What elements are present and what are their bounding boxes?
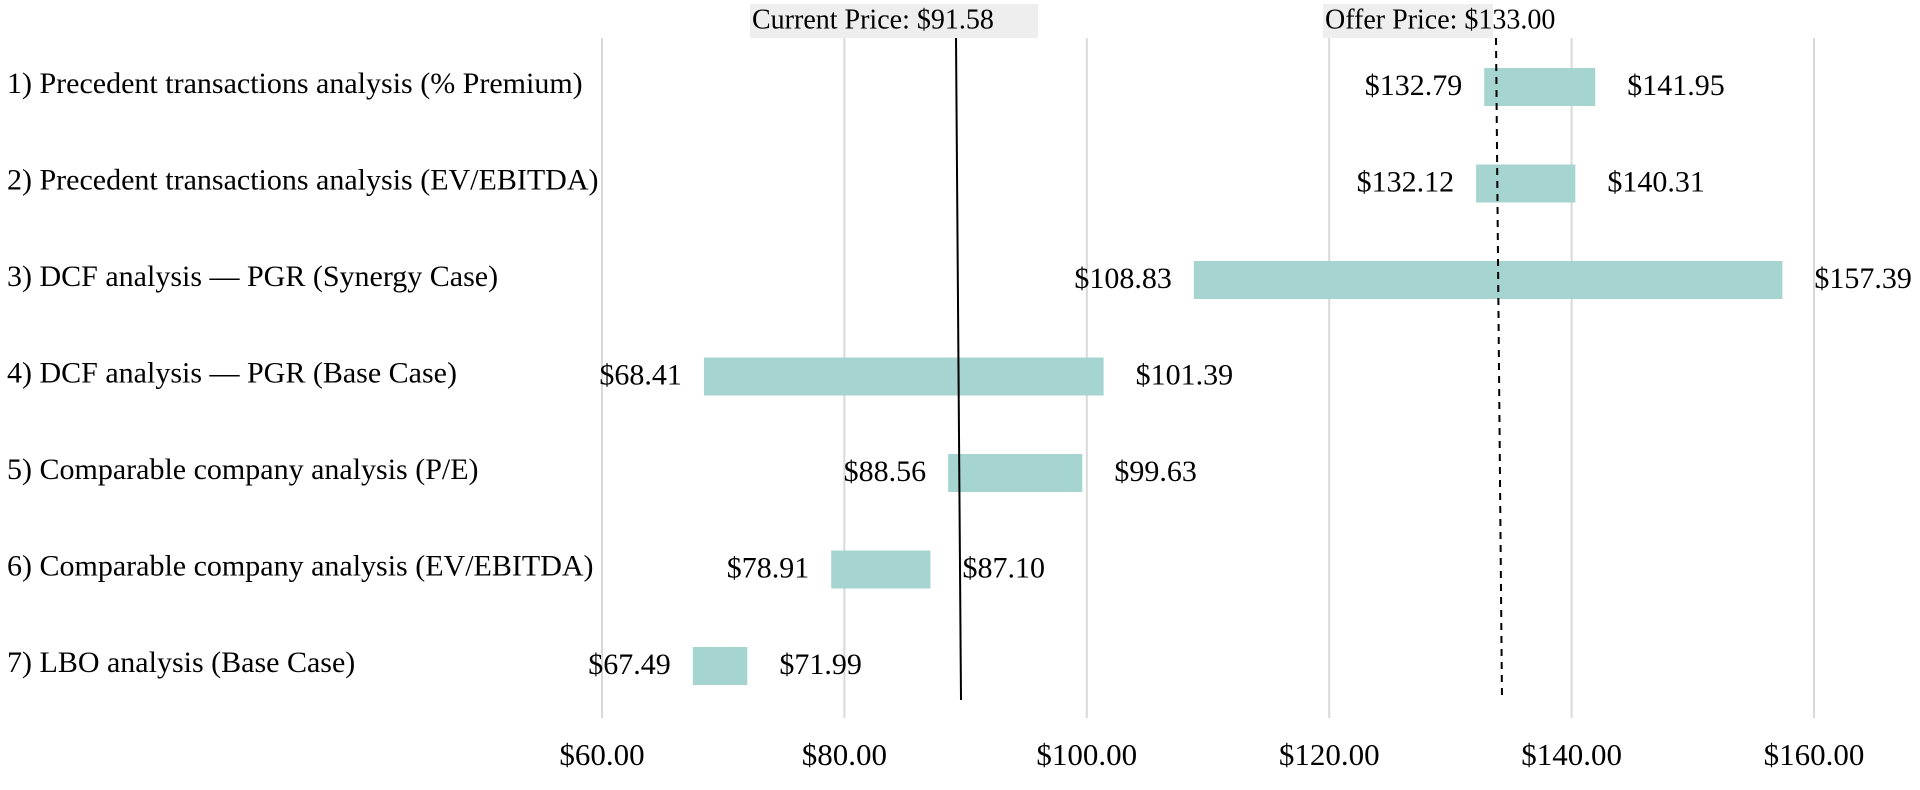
reference-lines: Current Price: $91.58 Offer Price: $133.0… [750, 4, 1555, 701]
category-label: 5) Comparable company analysis (P/E) [7, 453, 479, 486]
low-value-label: $132.12 [1357, 165, 1455, 198]
offer-price-label: Offer Price: $133.00 [1325, 4, 1555, 35]
range-bar [831, 550, 931, 589]
current-price-label: Current Price: $91.58 [752, 4, 994, 35]
category-label: 2) Precedent transactions analysis (EV/E… [7, 163, 599, 196]
offer-price-label-bg [1323, 4, 1493, 38]
range-bar [692, 647, 748, 685]
current-price-label-bg [750, 4, 1038, 38]
range-bar [948, 454, 1083, 492]
range-bar [1193, 261, 1783, 299]
high-value-label: $99.63 [1114, 455, 1197, 488]
high-value-label: $141.95 [1627, 69, 1725, 102]
low-value-label: $78.91 [727, 551, 810, 584]
range-bar [1476, 164, 1576, 203]
low-value-label: $68.41 [599, 358, 682, 391]
low-value-label: $108.83 [1074, 262, 1172, 295]
high-value-label: $87.10 [962, 551, 1045, 584]
x-tick-label: $140.00 [1521, 737, 1622, 772]
x-tick-label: $120.00 [1279, 737, 1380, 772]
category-label: 7) LBO analysis (Base Case) [7, 646, 355, 679]
x-tick-label: $80.00 [802, 737, 887, 772]
category-label: 4) DCF analysis — PGR (Base Case) [7, 356, 457, 389]
low-value-label: $132.79 [1365, 69, 1463, 102]
x-tick-label: $60.00 [559, 737, 644, 772]
range-bars [692, 68, 1783, 685]
high-value-label: $140.31 [1607, 165, 1705, 198]
category-labels: 1) Precedent transactions analysis (% Pr… [7, 67, 599, 679]
range-bar [1484, 68, 1596, 106]
high-value-label: $71.99 [779, 648, 862, 681]
x-axis-tick-labels: $60.00 $80.00 $100.00 $120.00 $140.00 $160.00 [559, 737, 1864, 772]
range-bar [703, 357, 1104, 396]
value-labels: $132.79 $141.95 $132.12 $140.31 $108.83 $157.… [588, 69, 1912, 681]
low-value-label: $67.49 [588, 648, 671, 681]
x-tick-label: $160.00 [1764, 737, 1865, 772]
category-label: 6) Comparable company analysis (EV/EBITD… [7, 549, 594, 582]
current-price-line [955, 37, 962, 701]
high-value-label: $101.39 [1136, 358, 1234, 391]
offer-price-line [1495, 37, 1503, 701]
x-tick-label: $100.00 [1036, 737, 1137, 772]
low-value-label: $88.56 [844, 455, 927, 488]
category-label: 1) Precedent transactions analysis (% Pr… [7, 67, 583, 100]
category-label: 3) DCF analysis — PGR (Synergy Case) [7, 260, 498, 293]
high-value-label: $157.39 [1814, 262, 1912, 295]
